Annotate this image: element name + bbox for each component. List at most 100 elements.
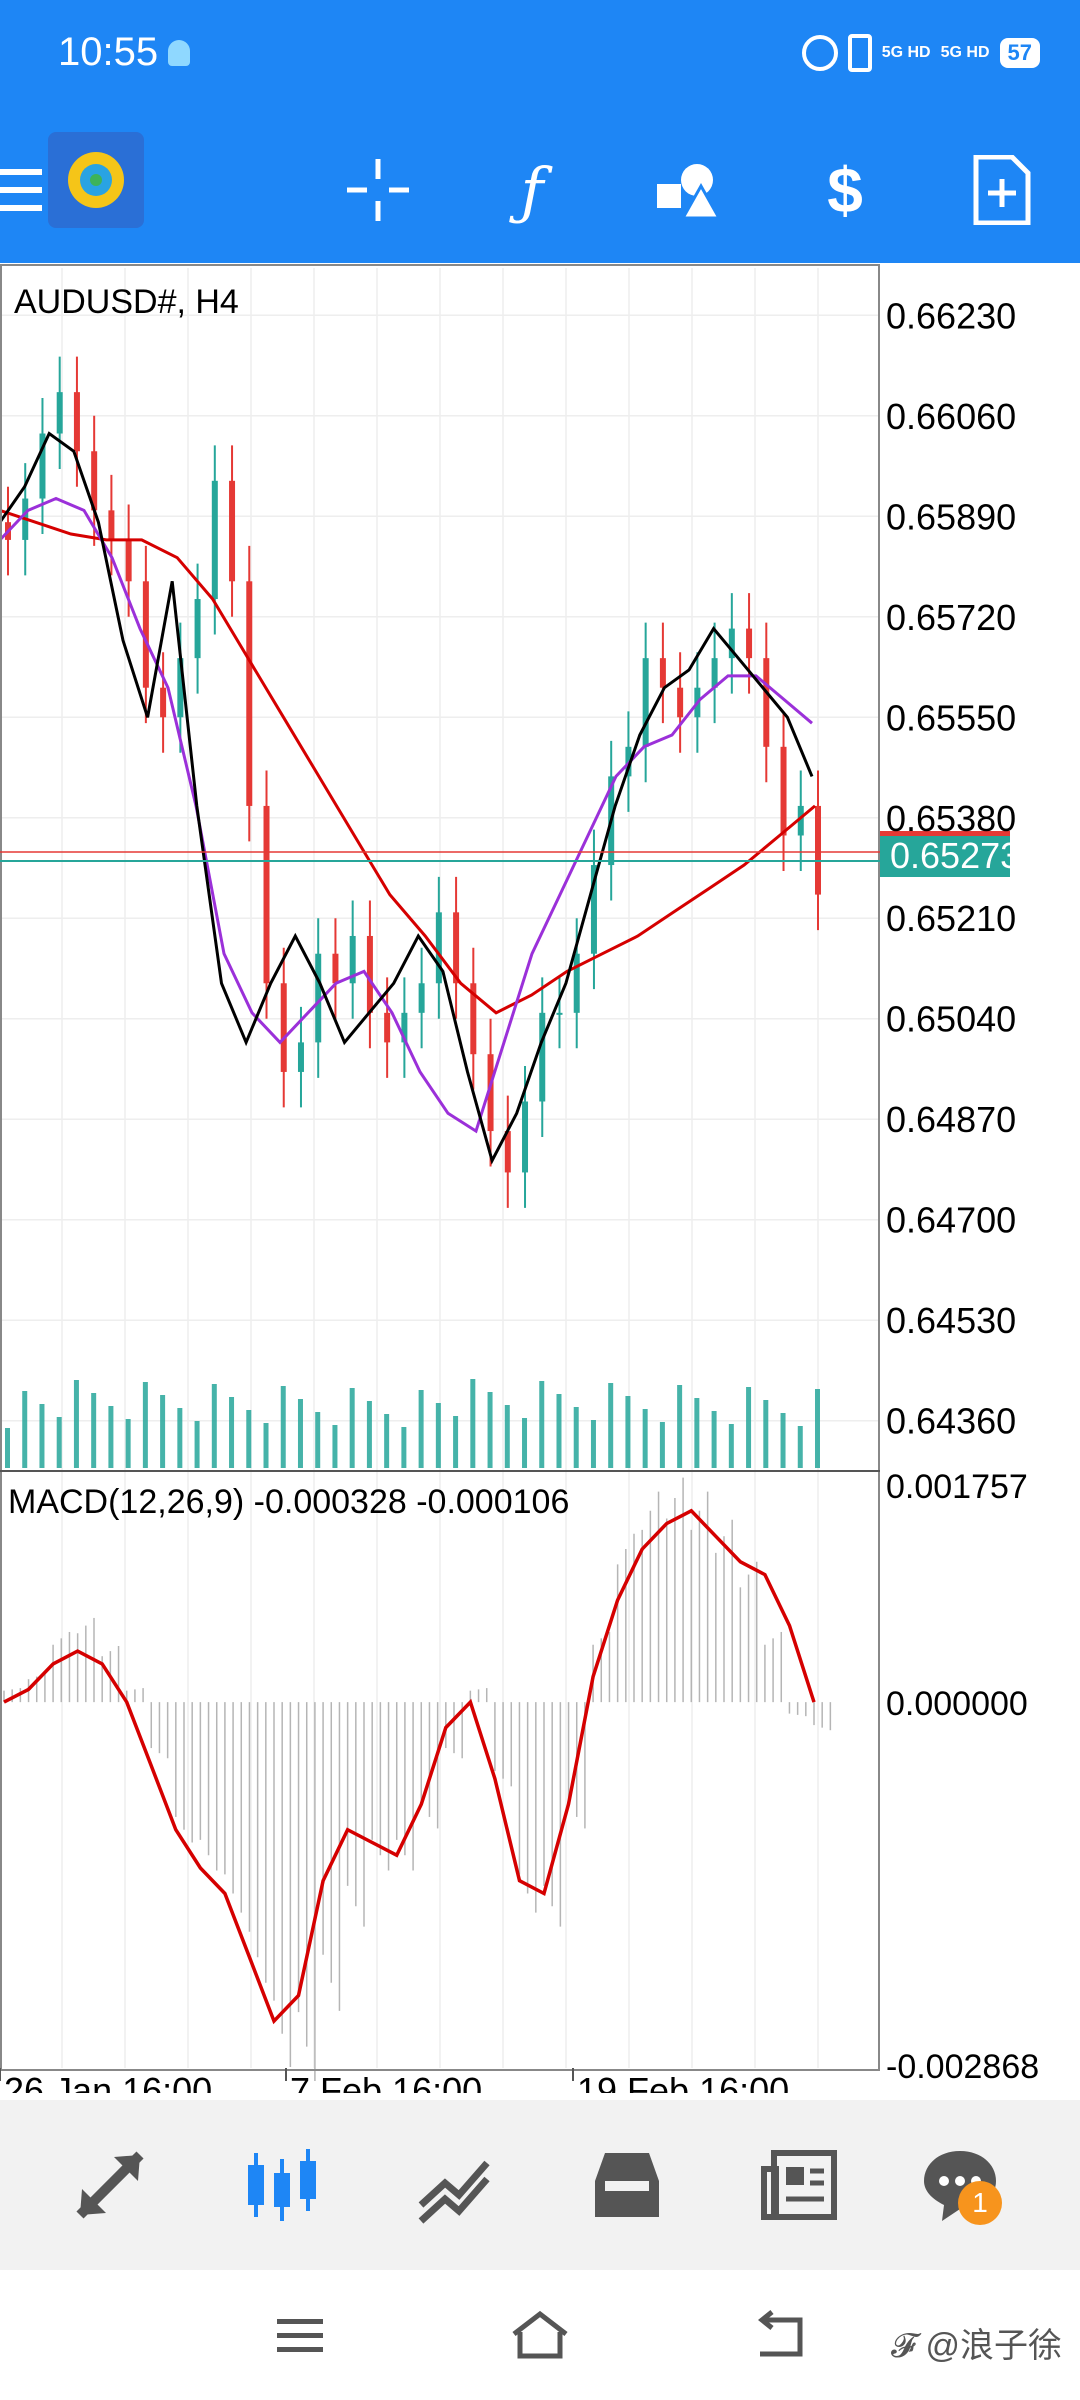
news-icon[interactable] <box>750 2135 850 2235</box>
volume-bar <box>539 1381 545 1468</box>
trade-nav-icon[interactable] <box>405 2135 505 2235</box>
status-icons: 5G HD 5G HD 57 <box>801 34 1040 72</box>
app-logo-icon[interactable] <box>48 132 144 228</box>
candle-body <box>728 628 735 659</box>
price-axis: 0.66230 0.66060 0.65890 0.65720 0.65550 0.653… <box>886 295 1016 1441</box>
candle-body <box>177 658 184 718</box>
volume-bar <box>22 1391 28 1468</box>
volume-bar <box>177 1408 183 1468</box>
candle-body <box>470 983 477 1055</box>
watermark-text: 𝓕 @浪子徐 <box>890 2327 1062 2365</box>
price-tick-label: 0.64870 <box>886 1099 1016 1140</box>
trade-icon[interactable]: $ <box>827 154 863 226</box>
price-tick-label: 0.65550 <box>886 697 1016 738</box>
volume-bar <box>142 1382 148 1468</box>
volume-bar <box>263 1423 269 1468</box>
volume-bar <box>694 1398 700 1468</box>
price-tick-label: 0.65720 <box>886 597 1016 638</box>
macd-tick-label: -0.002868 <box>886 2048 1039 2086</box>
recent-apps-icon[interactable] <box>260 2305 340 2365</box>
chart-icon[interactable] <box>232 2135 332 2235</box>
macd-signal-line <box>3 1508 816 2025</box>
ma-fast-line <box>0 431 814 1165</box>
vibrate-icon <box>847 34 872 72</box>
battery-indicator: 57 <box>999 38 1040 68</box>
price-tick-label: 0.65380 <box>886 798 1016 839</box>
candle-body <box>229 480 236 582</box>
volume-bar <box>556 1394 562 1468</box>
candle-body <box>573 953 580 1013</box>
objects-icon[interactable] <box>643 145 733 235</box>
price-tick-label: 0.66230 <box>886 295 1016 336</box>
volume-bar <box>125 1419 131 1468</box>
status-bar: 10:55 5G HD 5G HD 57 <box>0 0 1080 115</box>
candle-body <box>642 658 649 747</box>
time-tick-label: 26 Jan 16:00 <box>4 2070 212 2093</box>
volume-bars <box>5 1379 820 1468</box>
home-icon[interactable] <box>500 2305 580 2365</box>
ma-mid-line <box>0 496 813 1134</box>
candle-body <box>73 392 80 452</box>
history-icon[interactable] <box>577 2135 677 2235</box>
volume-bar <box>280 1386 286 1468</box>
volume-bar <box>349 1388 355 1468</box>
notification-bell-icon <box>168 40 190 66</box>
back-icon[interactable] <box>740 2305 820 2365</box>
candle-body <box>797 805 804 836</box>
candle-body <box>39 433 46 499</box>
volume-bar <box>590 1420 596 1468</box>
volume-bar <box>642 1409 648 1468</box>
volume-bar <box>229 1397 235 1468</box>
macd-label: MACD(12,26,9) -0.000328 -0.000106 <box>8 1483 569 1521</box>
price-chart[interactable]: 0.65273 AUDUSD#, H4 MACD(12,26,9) -0.000… <box>0 263 1080 2111</box>
time-axis: 26 Jan 16:00 7 Feb 16:00 19 Feb 16:00 <box>0 2068 789 2111</box>
candle-body <box>211 480 218 600</box>
candle-body <box>332 953 339 984</box>
candle-body <box>315 953 322 1043</box>
quotes-icon[interactable] <box>60 2135 160 2235</box>
network-5g-1: 5G HD <box>881 44 931 61</box>
volume-bar <box>608 1383 614 1468</box>
volume-bar <box>418 1390 424 1468</box>
volume-bar <box>160 1395 166 1468</box>
candle-body <box>91 451 98 511</box>
crosshair-icon[interactable] <box>333 145 423 235</box>
candle-body <box>280 983 287 1072</box>
volume-bar <box>797 1426 803 1468</box>
volume-bar <box>56 1417 62 1468</box>
volume-bar <box>435 1403 441 1468</box>
candle-body <box>659 658 666 688</box>
volume-bar <box>728 1424 734 1468</box>
candle-body <box>677 687 684 718</box>
candle-body <box>522 1101 529 1173</box>
macd-tick-label: 0.000000 <box>886 1685 1028 1723</box>
candle-body <box>125 539 132 582</box>
candlesticks <box>5 356 821 1208</box>
macd-tick-label: 0.001757 <box>886 1468 1028 1506</box>
new-order-icon[interactable] <box>957 145 1047 235</box>
candle-body <box>504 1131 511 1173</box>
volume-bar <box>39 1404 45 1468</box>
candle-body <box>160 687 167 718</box>
volume-bar <box>5 1428 10 1468</box>
system-navigation: 𝓕 @浪子徐 <box>0 2270 1080 2400</box>
indicators-icon[interactable]: ƒ <box>520 153 544 227</box>
volume-bar <box>73 1380 79 1468</box>
network-5g-2: 5G HD <box>940 44 990 61</box>
volume-bar <box>315 1412 321 1468</box>
chart-area[interactable]: 0.65273 AUDUSD#, H4 MACD(12,26,9) -0.000… <box>0 263 1080 2111</box>
candle-body <box>263 805 270 984</box>
candle-body <box>763 658 770 747</box>
time-tick-label: 19 Feb 16:00 <box>577 2070 789 2093</box>
volume-bar <box>453 1416 459 1468</box>
volume-bar <box>711 1411 717 1468</box>
time-tick-label: 7 Feb 16:00 <box>290 2070 482 2093</box>
candle-body <box>780 746 787 836</box>
messages-icon[interactable]: 1 <box>910 2135 1010 2235</box>
macd-axis: 0.001757 0.000000 -0.002868 <box>886 1468 1039 2086</box>
volume-bar <box>677 1385 683 1468</box>
menu-icon[interactable] <box>0 145 62 235</box>
volume-bar <box>780 1413 786 1468</box>
volume-bar <box>659 1422 665 1468</box>
volume-bar <box>815 1389 820 1468</box>
